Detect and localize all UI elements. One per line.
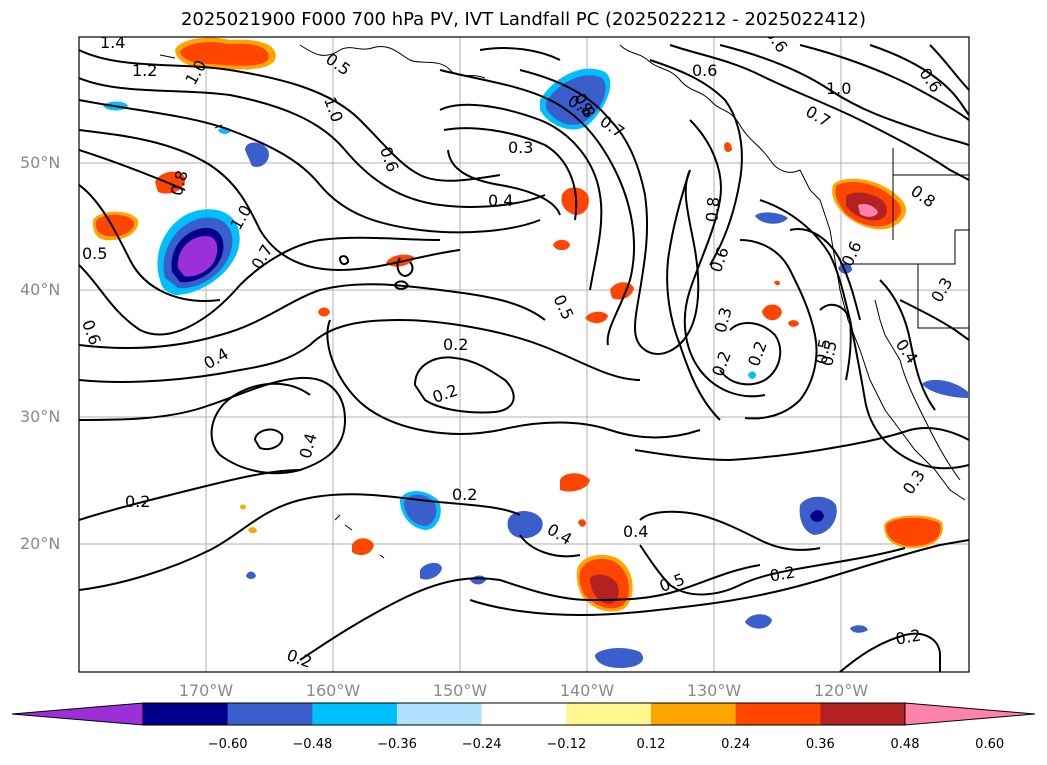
contour-label: 1.0 bbox=[826, 79, 851, 98]
colorbar-tick-label: 0.24 bbox=[721, 737, 751, 752]
contour-label: 1.4 bbox=[100, 33, 125, 52]
contour-label: 0.5 bbox=[817, 339, 840, 367]
lon-label-140w: 140°W bbox=[559, 681, 615, 700]
graticule bbox=[79, 37, 969, 672]
colorbar-tick-label: −0.60 bbox=[207, 737, 248, 752]
lon-label-160w: 160°W bbox=[305, 681, 361, 700]
colorbar-segment bbox=[143, 703, 229, 725]
contour-label: 0.6 bbox=[692, 61, 717, 80]
colorbar-segment bbox=[397, 703, 483, 725]
contour-label: 0.2 bbox=[768, 562, 796, 585]
contour-label: 0.2 bbox=[452, 485, 477, 504]
colorbar-outline-right bbox=[904, 702, 1036, 726]
colorbar-extend-max bbox=[905, 703, 1035, 725]
contour-label: 0.2 bbox=[125, 492, 150, 511]
colorbar-tick-label: 0.36 bbox=[805, 737, 835, 752]
colorbar-tick-label: 0.60 bbox=[975, 737, 1005, 752]
colorbar-extend-min bbox=[12, 703, 143, 725]
lat-label-40n: 40°N bbox=[20, 280, 61, 299]
colorbar-tick-label: −0.36 bbox=[377, 737, 417, 752]
colorbar-tick-label: −0.12 bbox=[546, 737, 587, 752]
contour-label: 1.2 bbox=[132, 61, 157, 80]
positive-anomaly-fills bbox=[92, 37, 943, 612]
colorbar-segment bbox=[566, 703, 652, 725]
contour-label: 0.3 bbox=[508, 138, 533, 157]
contour-label: 0.2 bbox=[894, 625, 922, 648]
figure-title: 2025021900 F000 700 hPa PV, IVT Landfall… bbox=[180, 9, 867, 30]
colorbar-tick-label: 0.12 bbox=[636, 737, 666, 752]
colorbar-tick-label: −0.24 bbox=[461, 737, 502, 752]
lon-label-150w: 150°W bbox=[432, 681, 488, 700]
map-background bbox=[79, 37, 969, 672]
colorbar-segment bbox=[820, 703, 906, 725]
lat-label-30n: 30°N bbox=[20, 407, 61, 426]
contour-label: 0.5 bbox=[811, 337, 834, 365]
colorbar-segment bbox=[312, 703, 398, 725]
lat-label-20n: 20°N bbox=[20, 534, 61, 553]
colorbar-segment bbox=[735, 703, 821, 725]
lon-label-130w: 130°W bbox=[686, 681, 742, 700]
colorbar-segments bbox=[12, 703, 1035, 725]
contour-label: 0.2 bbox=[443, 335, 468, 354]
lon-label-170w: 170°W bbox=[178, 681, 234, 700]
pv-contours bbox=[79, 44, 969, 672]
colorbar-segment bbox=[481, 703, 567, 725]
colorbar-segment bbox=[651, 703, 737, 725]
contour-label: 0.4 bbox=[623, 522, 648, 541]
colorbar-tick-label: 0.48 bbox=[890, 737, 920, 752]
colorbar-segment bbox=[227, 703, 313, 725]
contour-label: 0.8 bbox=[702, 196, 723, 223]
contour-label: 0.4 bbox=[488, 191, 513, 210]
lat-label-50n: 50°N bbox=[20, 153, 61, 172]
contour-label: 0.5 bbox=[82, 244, 107, 263]
map-frame bbox=[78, 36, 970, 673]
colorbar-tick-label: −0.48 bbox=[292, 737, 333, 752]
lon-label-120w: 120°W bbox=[813, 681, 869, 700]
